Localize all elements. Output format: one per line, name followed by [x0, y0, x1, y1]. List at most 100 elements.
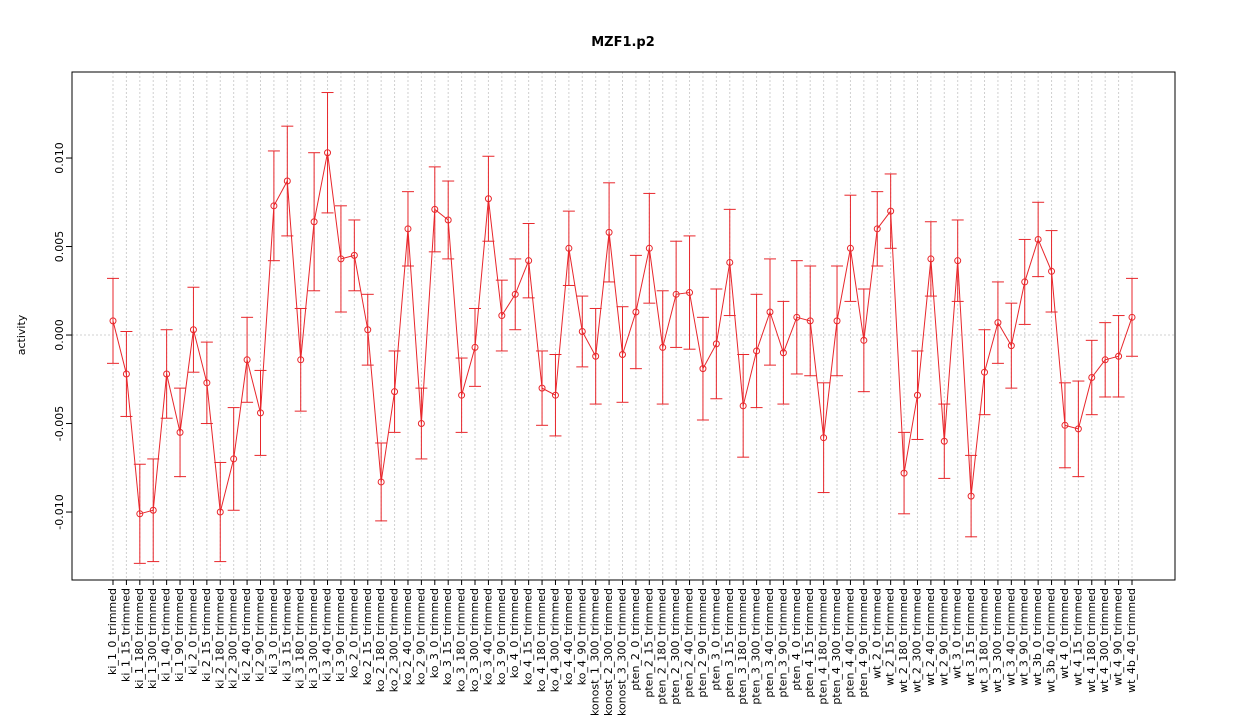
error-bar [790, 260, 803, 375]
data-point [779, 349, 787, 357]
x-tick-label: ki_3_180_trimmed [294, 588, 307, 689]
error-bar [267, 150, 280, 262]
x-tick-label: wt_3b_40_trimmed [1045, 588, 1058, 693]
error-bar [723, 208, 736, 317]
error-bar [1085, 339, 1098, 416]
y-tick-label: -0.005 [53, 406, 66, 441]
data-point [230, 455, 238, 463]
x-tick-label: ki_3_300_trimmed [307, 588, 320, 689]
data-point [578, 327, 586, 335]
data-point [645, 244, 653, 252]
data-point [122, 370, 130, 378]
x-tick-label: ki_2_180_trimmed [213, 588, 226, 689]
error-bar [147, 458, 160, 563]
data-point [1007, 342, 1015, 350]
error-bar [562, 210, 575, 286]
error-bar [1126, 277, 1138, 357]
error-bar [482, 155, 495, 242]
x-tick-label: wt_2_90_trimmed [937, 588, 950, 686]
error-bar [1072, 380, 1085, 478]
data-point [619, 350, 626, 358]
x-tick-label: ki_1_180_trimmed [133, 588, 146, 689]
x-tick-label: pten_2_0_trimmed [629, 588, 642, 691]
x-tick-label: konost_1_300_trimmed [589, 588, 602, 716]
x-tick-label: wt_4b_40_trimmed [1125, 588, 1138, 693]
x-tick-label: konost_2_300_trimmed [602, 588, 615, 716]
x-tick-label: ko_4_0_trimmed [508, 588, 521, 678]
error-bar [469, 307, 482, 387]
x-tick-label: wt_2_180_trimmed [897, 588, 910, 693]
error-bar [321, 92, 334, 214]
data-point [900, 469, 908, 477]
data-point [498, 312, 506, 320]
x-tick-label: ki_1_40_trimmed [160, 588, 173, 682]
data-point [1048, 267, 1056, 275]
data-point [538, 384, 546, 392]
x-tick-label: ko_3_300_trimmed [468, 588, 481, 692]
x-tick-label: wt_2_40_trimmed [924, 588, 937, 686]
data-point [1034, 235, 1042, 243]
x-tick-label: wt_3_15_trimmed [964, 588, 977, 686]
data-point [726, 258, 734, 266]
x-tick-label: pten_3_180_trimmed [736, 588, 749, 705]
data-point [444, 216, 452, 224]
x-tick-label: wt_4_180_trimmed [1085, 588, 1098, 693]
data-point [270, 202, 278, 210]
x-tick-label: ko_3_0_trimmed [428, 588, 441, 678]
data-point [189, 326, 197, 334]
data-point [525, 257, 533, 265]
error-bar [294, 307, 307, 412]
x-tick-label: ki_1_15_trimmed [119, 588, 132, 682]
error-bar [536, 350, 549, 426]
error-bar [1112, 315, 1125, 398]
chart-title: MZF1.p2 [591, 35, 655, 50]
data-point [484, 195, 492, 203]
x-tick-label: wt_4_0_trimmed [1058, 588, 1071, 679]
x-tick-label: ki_1_300_trimmed [146, 588, 159, 689]
error-bar [844, 194, 857, 302]
data-point [243, 356, 251, 364]
error-bar [777, 300, 790, 405]
data-point [672, 290, 680, 298]
x-tick-label: pten_4_180_trimmed [817, 588, 830, 705]
x-tick-label: ki_3_15_trimmed [280, 588, 293, 682]
x-tick-label: pten_2_15_trimmed [642, 588, 655, 698]
y-tick-label: 0.005 [53, 231, 66, 263]
data-point [846, 244, 854, 252]
data-point [337, 255, 345, 263]
x-tick-label: wt_3_300_trimmed [991, 588, 1004, 693]
error-bar [348, 219, 361, 292]
x-tick-label: wt_4_90_trimmed [1112, 588, 1125, 686]
x-tick-label: ko_2_90_trimmed [414, 588, 427, 685]
error-bar [1045, 230, 1058, 313]
data-point [1128, 313, 1136, 321]
data-point [364, 326, 372, 334]
data-point [699, 365, 707, 373]
x-tick-label: ko_4_180_trimmed [535, 588, 548, 692]
x-tick-label: pten_2_40_trimmed [683, 588, 696, 698]
x-tick-label: pten_4_0_trimmed [790, 588, 803, 691]
data-point [605, 228, 613, 236]
error-bar [1032, 201, 1045, 278]
data-point [163, 370, 171, 378]
data-point [431, 205, 439, 213]
error-bar [509, 258, 522, 331]
error-bar [737, 353, 750, 458]
error-bar [361, 293, 374, 366]
error-bar [683, 235, 696, 350]
data-point [1088, 374, 1096, 382]
error-bar [187, 286, 200, 373]
x-tick-label: pten_4_15_trimmed [803, 588, 816, 698]
x-tick-label: ko_2_15_trimmed [361, 588, 374, 685]
error-bar [629, 254, 642, 370]
error-bar [281, 125, 294, 237]
error-bar [1058, 382, 1071, 469]
data-point [913, 391, 921, 399]
error-bar [576, 295, 589, 368]
error-bar [174, 387, 187, 478]
data-point [753, 347, 761, 355]
error-bar [334, 205, 347, 313]
x-tick-label: pten_2_90_trimmed [696, 588, 709, 698]
error-bar [589, 307, 602, 405]
error-bar [965, 454, 978, 538]
